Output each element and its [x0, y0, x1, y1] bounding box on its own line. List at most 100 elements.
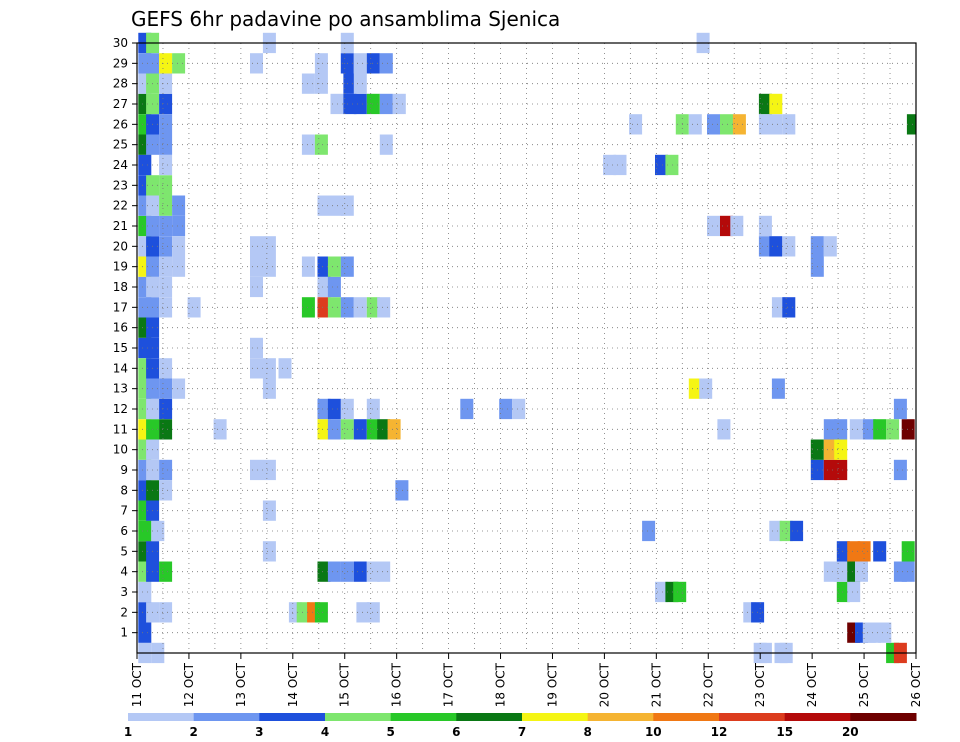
heatmap-cell	[366, 602, 380, 623]
heatmap-cell	[314, 134, 328, 155]
colorbar-swatch	[784, 713, 851, 721]
colorbar-label: 1	[124, 725, 132, 739]
heatmap-cell	[317, 195, 331, 216]
x-tick-label: 18 OCT	[494, 662, 508, 707]
heatmap-cell	[377, 419, 391, 440]
heatmap-cell	[353, 297, 367, 318]
y-tick-label: 28	[113, 77, 128, 91]
heatmap-cell	[673, 581, 687, 603]
y-tick-label: 6	[120, 524, 128, 538]
heatmap-cell	[250, 337, 263, 359]
y-tick-label: 12	[113, 402, 128, 416]
heatmap-cell	[720, 215, 733, 237]
y-tick-label: 19	[113, 260, 128, 274]
y-tick-label: 7	[120, 504, 128, 518]
heatmap-cell	[262, 500, 276, 521]
heatmap-cell	[262, 459, 276, 481]
heatmap-cell	[688, 114, 702, 135]
y-tick-label: 25	[113, 138, 128, 152]
y-tick-label: 8	[120, 483, 128, 497]
chart-title: GEFS 6hr padavine po ansamblima Sjenica	[131, 7, 560, 31]
heatmap-cell	[499, 398, 513, 420]
y-tick-label: 26	[113, 117, 128, 131]
x-tick-label: 21 OCT	[649, 662, 663, 707]
heatmap-cell	[262, 358, 276, 379]
heatmap-cell	[353, 73, 367, 94]
heatmap-cell	[159, 236, 173, 257]
heatmap-cell	[613, 154, 627, 176]
heatmap-cell	[699, 378, 713, 399]
heatmap-cell	[862, 419, 876, 440]
colorbar-label: 20	[842, 725, 859, 739]
heatmap-cell	[172, 236, 186, 257]
colorbar-swatch	[522, 713, 589, 721]
heatmap-cell	[301, 256, 315, 277]
heatmap-cell	[159, 134, 173, 155]
heatmap-cell	[855, 561, 868, 582]
heatmap-cell	[758, 236, 772, 257]
x-tick-label: 23 OCT	[753, 662, 767, 707]
heatmap-cell	[901, 541, 915, 562]
heatmap-cell	[159, 459, 173, 481]
heatmap-cell	[512, 398, 526, 420]
heatmap-cell	[758, 114, 772, 135]
heatmap-cell	[655, 581, 668, 603]
heatmap-cell	[857, 541, 871, 562]
y-tick-label: 13	[113, 382, 128, 396]
y-tick-label: 9	[120, 463, 128, 477]
heatmap-cell	[314, 53, 328, 74]
heatmap-cell	[893, 398, 907, 420]
y-tick-label: 30	[113, 36, 128, 50]
x-tick-label: 24 OCT	[805, 662, 819, 707]
heatmap-cell	[278, 358, 292, 379]
heatmap-cell	[878, 622, 892, 643]
y-tick-label: 29	[113, 56, 128, 70]
heatmap-cell	[665, 154, 679, 176]
heatmap-cell	[262, 236, 276, 257]
x-tick-label: 16 OCT	[390, 662, 404, 707]
heatmap-cell	[779, 520, 793, 542]
colorbar-label: 12	[711, 725, 728, 739]
colorbar-swatch	[259, 713, 326, 721]
heatmap-cell	[377, 297, 391, 318]
heatmap-cell	[823, 561, 837, 582]
heatmap-cell	[366, 398, 380, 420]
heatmap-cell	[159, 419, 173, 440]
y-tick-label: 1	[120, 626, 128, 640]
heatmap-cell	[262, 541, 276, 562]
heatmap-cell	[720, 114, 733, 135]
heatmap-cell	[301, 297, 315, 318]
heatmap-cell	[834, 419, 848, 440]
heatmap-cell	[159, 73, 173, 94]
colorbar-label: 3	[255, 725, 263, 739]
heatmap-cell	[250, 256, 263, 277]
heatmap-cell	[906, 114, 916, 135]
colorbar-swatch	[456, 713, 523, 721]
x-tick-label: 22 OCT	[701, 662, 715, 707]
heatmap-cell	[379, 134, 393, 155]
heatmap-cell	[834, 459, 848, 481]
heatmap-cell	[707, 114, 720, 135]
heatmap-cell	[758, 215, 772, 237]
heatmap-cell	[836, 541, 850, 562]
y-tick-label: 14	[113, 361, 128, 375]
heatmap-cell	[353, 93, 367, 115]
heatmap-cell	[159, 215, 173, 237]
heatmap-cell	[366, 297, 380, 318]
heatmap-cell	[159, 175, 173, 196]
colorbar-swatch	[719, 713, 786, 721]
heatmap-cell	[642, 520, 656, 542]
heatmap-cell	[159, 398, 173, 420]
heatmap-cell	[138, 520, 152, 542]
heatmap-cell	[771, 297, 785, 318]
x-tick-label: 11 OCT	[130, 662, 144, 707]
y-tick-label: 18	[113, 280, 128, 294]
heatmap-cell	[327, 398, 341, 420]
heatmap-cell	[395, 480, 409, 501]
colorbar-label: 8	[584, 725, 592, 739]
heatmap-cell	[769, 93, 783, 115]
heatmap-cell	[707, 215, 720, 237]
heatmap-cell	[790, 520, 804, 542]
heatmap-cell	[379, 53, 393, 74]
heatmap-cell	[250, 459, 263, 481]
